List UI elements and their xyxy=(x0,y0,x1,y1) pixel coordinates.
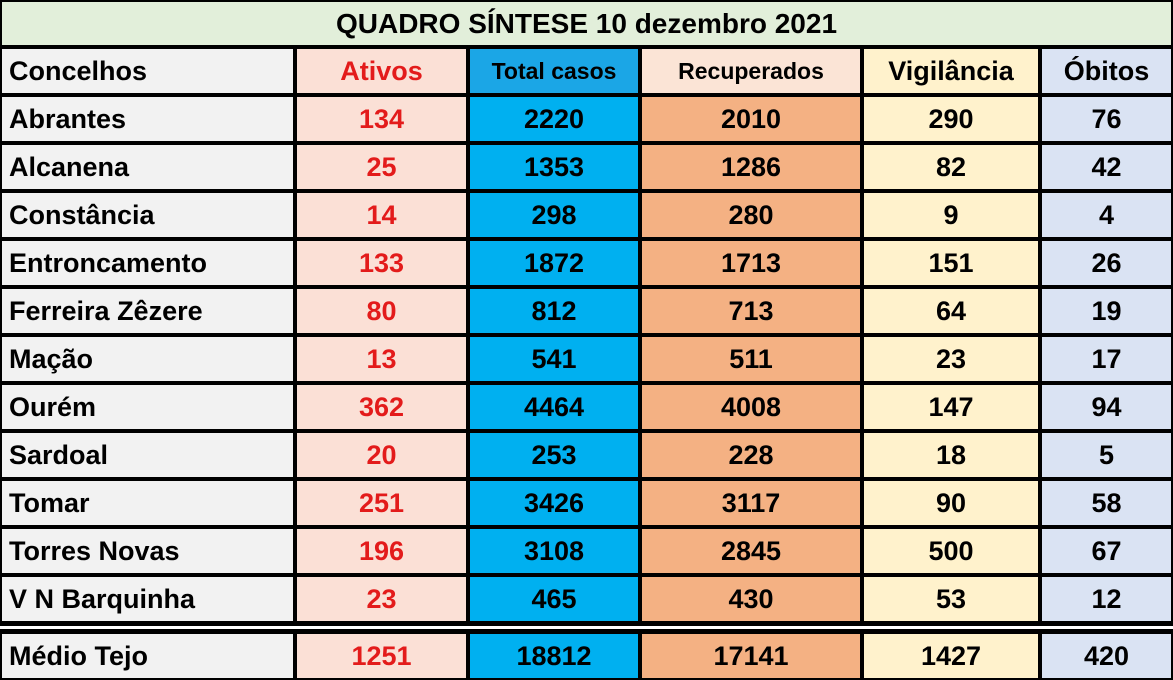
surveillance-cell: 290 xyxy=(864,97,1038,141)
municipality-cell: Ferreira Zêzere xyxy=(2,289,293,333)
surveillance-cell: 53 xyxy=(864,577,1038,621)
total-cases-cell: 1353 xyxy=(470,145,638,189)
active-cell: 20 xyxy=(297,433,466,477)
municipality-cell: Constância xyxy=(2,193,293,237)
total-cases-cell: 4464 xyxy=(470,385,638,429)
header-cell: Total casos xyxy=(470,49,638,93)
recovered-cell: 430 xyxy=(642,577,860,621)
active-cell: 13 xyxy=(297,337,466,381)
active-cell: 14 xyxy=(297,193,466,237)
header-cell: Vigilância xyxy=(864,49,1038,93)
total-cases-cell: 3426 xyxy=(470,481,638,525)
active-cell: 80 xyxy=(297,289,466,333)
municipality-cell: Tomar xyxy=(2,481,293,525)
total-cell: 420 xyxy=(1042,634,1171,678)
separator xyxy=(0,626,1173,629)
recovered-cell: 280 xyxy=(642,193,860,237)
municipality-cell: Abrantes xyxy=(2,97,293,141)
municipality-cell: Sardoal xyxy=(2,433,293,477)
municipality-cell: Ourém xyxy=(2,385,293,429)
deaths-cell: 42 xyxy=(1042,145,1171,189)
recovered-cell: 2010 xyxy=(642,97,860,141)
active-cell: 196 xyxy=(297,529,466,573)
total-cell: 1427 xyxy=(864,634,1038,678)
deaths-cell: 4 xyxy=(1042,193,1171,237)
surveillance-cell: 18 xyxy=(864,433,1038,477)
active-cell: 362 xyxy=(297,385,466,429)
header-cell: Ativos xyxy=(297,49,466,93)
table-title: QUADRO SÍNTESE 10 dezembro 2021 xyxy=(2,2,1171,45)
recovered-cell: 228 xyxy=(642,433,860,477)
total-cases-cell: 465 xyxy=(470,577,638,621)
header-cell: Concelhos xyxy=(2,49,293,93)
active-cell: 134 xyxy=(297,97,466,141)
header-cell: Recuperados xyxy=(642,49,860,93)
surveillance-cell: 64 xyxy=(864,289,1038,333)
recovered-cell: 1713 xyxy=(642,241,860,285)
recovered-cell: 713 xyxy=(642,289,860,333)
total-cell: 18812 xyxy=(470,634,638,678)
deaths-cell: 94 xyxy=(1042,385,1171,429)
recovered-cell: 511 xyxy=(642,337,860,381)
recovered-cell: 3117 xyxy=(642,481,860,525)
total-cases-cell: 2220 xyxy=(470,97,638,141)
active-cell: 133 xyxy=(297,241,466,285)
recovered-cell: 1286 xyxy=(642,145,860,189)
active-cell: 23 xyxy=(297,577,466,621)
total-cell: 1251 xyxy=(297,634,466,678)
active-cell: 251 xyxy=(297,481,466,525)
total-cases-cell: 812 xyxy=(470,289,638,333)
municipality-cell: V N Barquinha xyxy=(2,577,293,621)
surveillance-cell: 9 xyxy=(864,193,1038,237)
deaths-cell: 58 xyxy=(1042,481,1171,525)
total-cases-cell: 253 xyxy=(470,433,638,477)
deaths-cell: 19 xyxy=(1042,289,1171,333)
deaths-cell: 5 xyxy=(1042,433,1171,477)
total-cases-cell: 541 xyxy=(470,337,638,381)
header-cell: Óbitos xyxy=(1042,49,1171,93)
municipality-cell: Entroncamento xyxy=(2,241,293,285)
surveillance-cell: 500 xyxy=(864,529,1038,573)
municipality-cell: Mação xyxy=(2,337,293,381)
recovered-cell: 4008 xyxy=(642,385,860,429)
municipality-cell: Alcanena xyxy=(2,145,293,189)
recovered-cell: 2845 xyxy=(642,529,860,573)
municipality-cell: Torres Novas xyxy=(2,529,293,573)
total-cases-cell: 3108 xyxy=(470,529,638,573)
surveillance-cell: 151 xyxy=(864,241,1038,285)
total-cell: Médio Tejo xyxy=(2,634,293,678)
deaths-cell: 17 xyxy=(1042,337,1171,381)
surveillance-cell: 23 xyxy=(864,337,1038,381)
total-cases-cell: 1872 xyxy=(470,241,638,285)
deaths-cell: 12 xyxy=(1042,577,1171,621)
surveillance-cell: 147 xyxy=(864,385,1038,429)
deaths-cell: 67 xyxy=(1042,529,1171,573)
total-cases-cell: 298 xyxy=(470,193,638,237)
active-cell: 25 xyxy=(297,145,466,189)
deaths-cell: 26 xyxy=(1042,241,1171,285)
surveillance-cell: 82 xyxy=(864,145,1038,189)
surveillance-cell: 90 xyxy=(864,481,1038,525)
deaths-cell: 76 xyxy=(1042,97,1171,141)
total-cell: 17141 xyxy=(642,634,860,678)
